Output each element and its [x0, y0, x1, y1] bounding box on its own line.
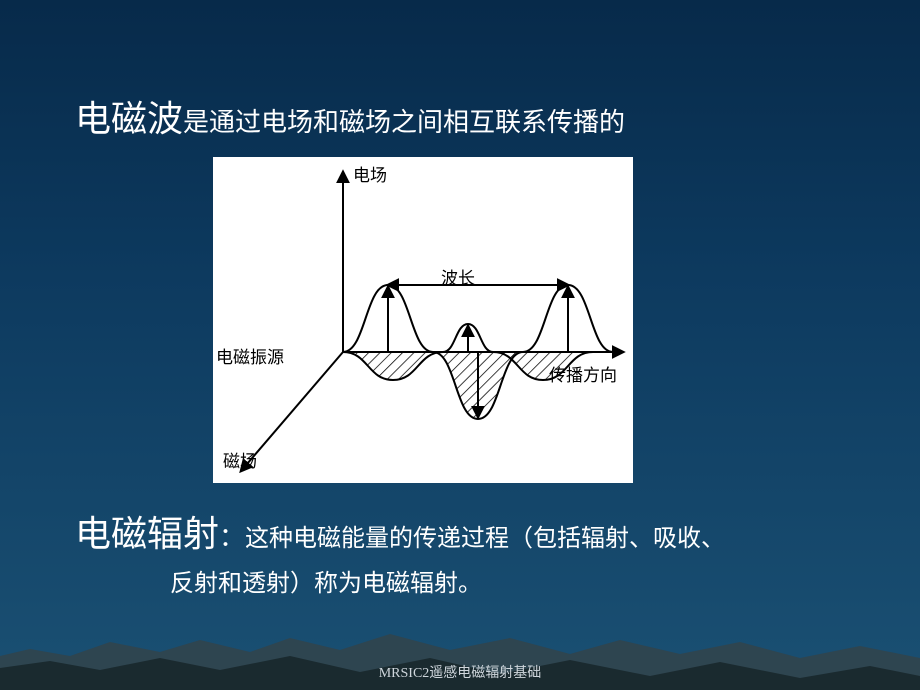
label-propagation: 传播方向	[549, 361, 617, 386]
term-emradiation: 电磁辐射	[75, 514, 219, 554]
em-wave-diagram: 电场 磁场 电磁振源 波长 传播方向	[213, 157, 633, 483]
colon: ：	[219, 523, 245, 552]
desc-emradiation-a: 这种电磁能量的传递过程（包括辐射、吸收、	[245, 526, 725, 552]
content-area: 电磁波是通过电场和磁场之间相互联系传播的	[75, 90, 860, 598]
label-source: 电磁振源	[216, 343, 284, 368]
desc-emradiation-b: 反射和透射）称为电磁辐射。	[170, 563, 860, 598]
label-efield: 电场	[353, 161, 387, 186]
definition-line-2: 电磁辐射：这种电磁能量的传递过程（包括辐射、吸收、	[75, 505, 860, 557]
label-mfield: 磁场	[223, 447, 257, 472]
slide-footer: MRSIC2遥感电磁辐射基础	[0, 662, 920, 682]
desc-emwave: 是通过电场和磁场之间相互联系传播的	[183, 108, 625, 137]
term-emwave: 电磁波	[75, 99, 183, 139]
definition-line-1: 电磁波是通过电场和磁场之间相互联系传播的	[75, 90, 860, 142]
label-wavelength: 波长	[441, 264, 475, 289]
